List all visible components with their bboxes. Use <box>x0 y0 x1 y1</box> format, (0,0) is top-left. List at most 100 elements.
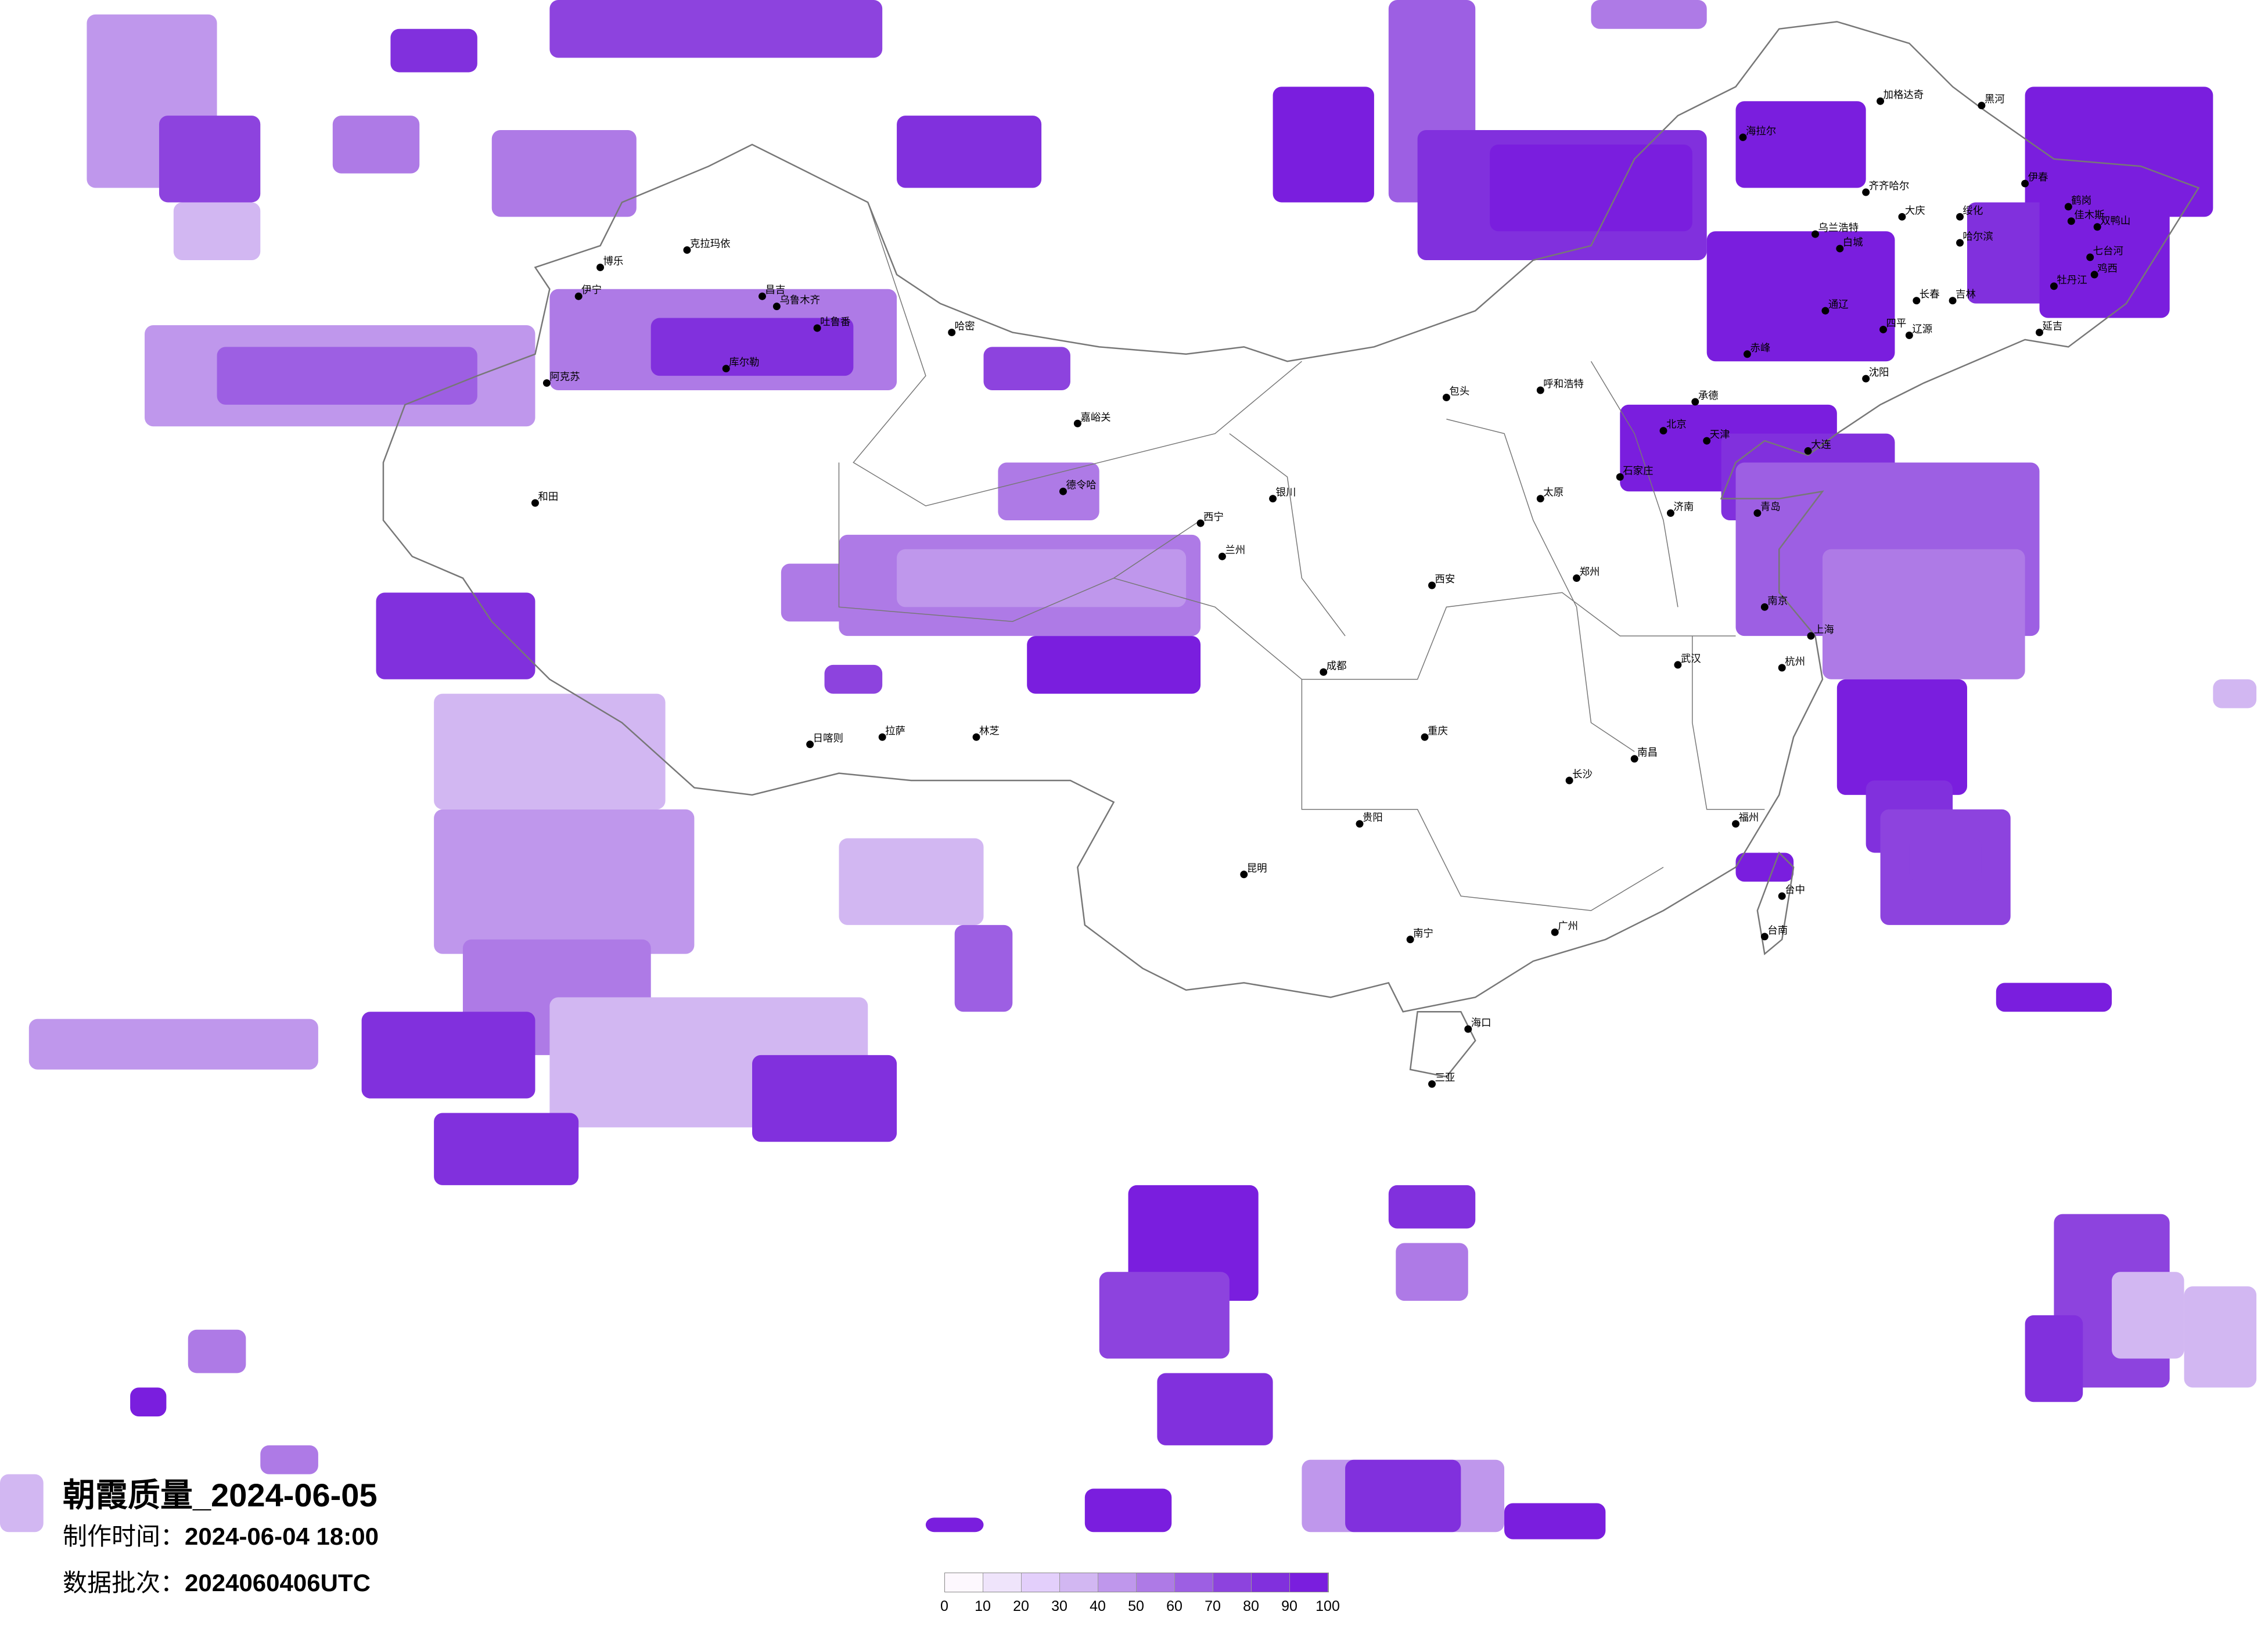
city-dot <box>1320 668 1328 676</box>
city-label: 牡丹江 <box>2057 275 2087 286</box>
city-dot <box>2021 179 2029 188</box>
city-dot <box>1732 820 1739 828</box>
city-dot <box>1836 244 1844 253</box>
city-label: 石家庄 <box>1623 465 1653 477</box>
city-marker: 鸡西 <box>2090 263 2118 279</box>
city-label: 包头 <box>1449 386 1469 397</box>
glow-quality-cell <box>1504 1503 1606 1539</box>
city-marker: 日喀则 <box>806 733 843 749</box>
city-dot <box>1616 473 1624 481</box>
city-marker: 太原 <box>1536 487 1563 503</box>
legend-tick: 50 <box>1128 1598 1144 1614</box>
city-dot <box>1804 447 1812 455</box>
legend-tick: 30 <box>1051 1598 1067 1614</box>
data-batch: 数据批次：2024060406UTC <box>63 1563 371 1599</box>
color-legend-ticks: 0 10 20 30 40 50 60 70 80 90 100 <box>940 1598 1340 1616</box>
city-label: 拉萨 <box>885 725 905 737</box>
city-marker: 延吉 <box>2036 321 2062 336</box>
glow-quality-cell <box>28 1019 318 1070</box>
city-marker: 德令哈 <box>1059 480 1097 495</box>
city-label: 青岛 <box>1760 502 1781 513</box>
city-dot <box>1573 574 1581 582</box>
city-dot <box>878 733 886 741</box>
city-marker: 齐齐哈尔 <box>1862 181 1909 196</box>
city-dot <box>1406 936 1414 944</box>
city-marker: 海拉尔 <box>1739 125 1776 141</box>
glow-quality-cell <box>897 116 1042 188</box>
city-dot <box>2090 271 2098 279</box>
city-label: 鹤岗 <box>2071 195 2091 207</box>
city-marker: 台南 <box>1760 925 1788 941</box>
city-marker: 大庆 <box>1898 205 1925 221</box>
city-dot <box>1674 661 1682 669</box>
city-label: 成都 <box>1327 660 1347 672</box>
city-dot <box>1753 509 1762 517</box>
glow-quality-cell <box>1735 101 1866 188</box>
city-marker: 昆明 <box>1240 863 1267 879</box>
glow-quality-cell <box>1099 1272 1230 1359</box>
glow-quality-cell <box>781 563 883 622</box>
city-label: 库尔勒 <box>729 357 759 369</box>
glow-quality-cell <box>332 116 420 174</box>
legend-tick: 0 <box>940 1598 948 1614</box>
glow-quality-cell <box>1157 1373 1273 1445</box>
city-dot <box>806 740 814 749</box>
city-marker: 兰州 <box>1218 545 1245 560</box>
glow-quality-cell <box>1084 1488 1172 1533</box>
city-marker: 克拉玛依 <box>683 239 731 254</box>
city-marker: 杭州 <box>1778 656 1805 672</box>
city-marker: 上海 <box>1807 624 1834 640</box>
glow-quality-cell <box>1706 231 1895 362</box>
city-marker: 成都 <box>1320 660 1347 676</box>
glow-quality-cell <box>1388 1185 1476 1229</box>
city-marker: 鹤岗 <box>2064 195 2091 211</box>
city-label: 承德 <box>1698 390 1719 402</box>
city-dot <box>1428 581 1436 589</box>
city-dot <box>1565 776 1573 785</box>
city-label: 伊春 <box>2028 172 2048 184</box>
city-dot <box>1913 297 1921 305</box>
city-label: 福州 <box>1739 812 1759 824</box>
city-marker: 武汉 <box>1674 653 1701 669</box>
glow-quality-cell <box>173 202 261 260</box>
glow-quality-cell <box>434 1113 579 1185</box>
city-label: 太原 <box>1543 487 1563 499</box>
glow-quality-cell <box>1345 1459 1461 1533</box>
glow-quality-cell <box>1396 1243 1468 1301</box>
glow-quality-cell <box>2184 1286 2257 1388</box>
city-dot <box>1862 188 1870 196</box>
city-label: 西宁 <box>1203 512 1224 523</box>
city-dot <box>2064 203 2072 211</box>
city-dot <box>1356 820 1364 828</box>
city-marker: 伊春 <box>2021 172 2048 188</box>
city-marker: 辽源 <box>1905 323 1932 339</box>
city-dot <box>2050 282 2058 290</box>
city-label: 乌鲁木齐 <box>779 295 820 307</box>
city-dot <box>772 303 781 311</box>
city-dot <box>1978 102 1986 110</box>
city-dot <box>1862 375 1870 383</box>
city-label: 昌吉 <box>765 285 785 296</box>
city-marker: 三亚 <box>1428 1073 1455 1088</box>
city-dot <box>1240 870 1248 879</box>
city-label: 三亚 <box>1435 1073 1455 1084</box>
color-legend-bar <box>944 1573 1329 1592</box>
city-marker: 福州 <box>1732 812 1759 828</box>
city-dot <box>1905 331 1913 339</box>
glow-quality-cell <box>491 130 637 217</box>
city-label: 赤峰 <box>1750 343 1770 354</box>
city-label: 白城 <box>1843 237 1863 249</box>
city-marker: 乌兰浩特 <box>1811 222 1859 238</box>
city-dot <box>1630 755 1638 763</box>
city-dot <box>1778 664 1786 672</box>
city-label: 博乐 <box>603 256 624 267</box>
city-marker: 沈阳 <box>1862 367 1889 383</box>
city-label: 海口 <box>1471 1017 1491 1029</box>
glow-quality-cell <box>2112 1272 2184 1359</box>
city-label: 武汉 <box>1681 653 1701 665</box>
city-label: 台中 <box>1785 884 1805 896</box>
city-dot <box>2067 217 2075 225</box>
province-boundaries <box>382 21 2200 1078</box>
city-label: 吉林 <box>1956 289 1976 301</box>
city-dot <box>574 292 583 300</box>
